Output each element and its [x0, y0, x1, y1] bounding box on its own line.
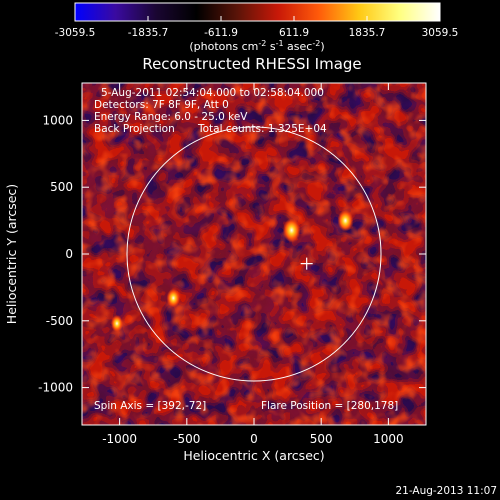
y-tick-label: 0 [65, 247, 73, 261]
energy-range-label: Energy Range: 6.0 - 25.0 keV [94, 111, 248, 123]
date-range-label: 5-Aug-2011 02:54:04.000 to 02:58:04.000 [101, 87, 324, 99]
x-tick-label: 1000 [373, 432, 404, 446]
x-tick-label: 500 [310, 432, 333, 446]
hotspot [110, 315, 123, 332]
colorbar-tick-label: 1835.7 [349, 27, 386, 39]
colorbar-tick-label: 611.9 [279, 27, 309, 39]
total-counts-label: Total counts: 1.325E+04 [197, 123, 327, 135]
colorbar-tick-label: -3059.5 [55, 27, 96, 39]
y-tick-label: 1000 [42, 113, 73, 127]
spin-axis-cross [300, 257, 313, 270]
y-tick-labels: 1000 500 0 -500 -1000 [38, 113, 73, 394]
hotspot [166, 288, 181, 308]
footer-timestamp: 21-Aug-2013 11:07 [395, 485, 497, 497]
x-tick-label: -500 [173, 432, 200, 446]
colorbar-ticks [74, 16, 441, 21]
detectors-label: Detectors: 7F 8F 9F, Att 0 [94, 99, 229, 111]
colorbar-tick-label: -611.9 [204, 27, 238, 39]
chart-title: Reconstructed RHESSI Image [142, 55, 361, 73]
image-bright-structure [82, 83, 426, 425]
y-axis-label: Heliocentric Y (arcsec) [4, 184, 19, 324]
hotspot [337, 209, 354, 232]
flare-position-label: Flare Position = [280,178] [261, 400, 398, 412]
y-tick-label: 500 [50, 180, 73, 194]
colorbar-units: (photons cm-2 s-1 asec-2) [189, 39, 324, 53]
hotspot [282, 218, 301, 243]
image-area [82, 83, 426, 425]
method-label: Back Projection [94, 123, 175, 135]
x-tick-label: 0 [250, 432, 258, 446]
x-axis-label: Heliocentric X (arcsec) [183, 448, 324, 463]
colorbar-tick-label: 3059.5 [422, 27, 459, 39]
y-tick-label: -1000 [38, 381, 73, 395]
x-tick-labels: -1000 -500 0 500 1000 [102, 432, 403, 446]
colorbar-tick-label: -1835.7 [128, 27, 169, 39]
solar-limb-circle [126, 126, 382, 382]
colorbar [74, 2, 441, 22]
colorbar-tick-labels: -3059.5 -1835.7 -611.9 611.9 1835.7 3059.5 [55, 27, 459, 39]
y-tick-label: -500 [46, 314, 73, 328]
annotations: 5-Aug-2011 02:54:04.000 to 02:58:04.000 … [94, 87, 398, 412]
axis-ticks [82, 83, 426, 425]
hotspots [110, 209, 354, 332]
x-tick-label: -1000 [102, 432, 137, 446]
spin-axis-label: Spin Axis = [392,-72] [94, 400, 206, 412]
